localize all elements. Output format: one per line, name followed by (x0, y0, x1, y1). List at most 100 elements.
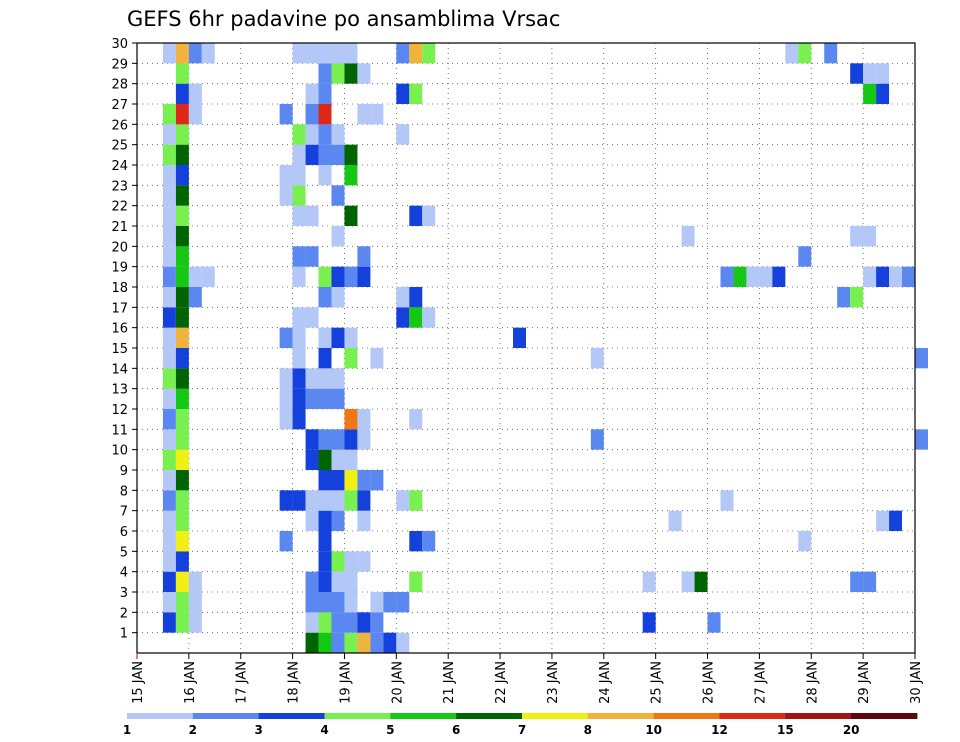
heatmap-cell (162, 470, 176, 491)
heatmap-cell (344, 205, 358, 226)
heatmap-cell (642, 571, 656, 592)
heatmap-cell (188, 266, 202, 287)
heatmap-cell (279, 104, 293, 125)
heatmap-cell (162, 185, 176, 206)
heatmap-cell (292, 185, 306, 206)
heatmap-cell (409, 205, 423, 226)
heatmap-cell (383, 632, 397, 653)
heatmap-cell (344, 632, 358, 653)
heatmap-cell (720, 266, 734, 287)
heatmap-cell (318, 327, 332, 348)
heatmap-cell (331, 632, 345, 653)
heatmap-cell (331, 470, 345, 491)
heatmap-cell (590, 429, 604, 450)
y-tick-label: 23 (111, 179, 128, 194)
legend-color-swatch (522, 713, 589, 719)
legend-color-swatch (851, 713, 918, 719)
legend-color-swatch (192, 713, 260, 719)
heatmap-cell (344, 348, 358, 369)
legend-label: 8 (584, 723, 592, 737)
legend-color-swatch (587, 713, 655, 719)
heatmap-cell (409, 531, 423, 552)
heatmap-cell (175, 226, 189, 247)
legend-color-swatch (324, 713, 391, 719)
legend-label: 6 (452, 723, 460, 737)
heatmap-cell (318, 165, 332, 186)
heatmap-cell (409, 287, 423, 308)
x-axis-ticks: 15 JAN 16 JAN 17 JAN 18 JAN 19 JAN 20 JAN 21 J… (131, 653, 924, 704)
heatmap-cell (370, 104, 384, 125)
legend-color-swatch (653, 713, 720, 719)
heatmap-cell (175, 592, 189, 613)
heatmap-cell (902, 266, 915, 287)
heatmap-cell (305, 205, 319, 226)
heatmap-cell (305, 104, 319, 125)
heatmap-cell (746, 266, 760, 287)
y-tick-label: 2 (120, 606, 128, 621)
y-tick-label: 5 (120, 545, 128, 560)
legend-color-swatch (785, 713, 852, 719)
y-tick-label: 22 (111, 200, 128, 215)
legend-label: 4 (320, 723, 328, 737)
heatmap-cell (889, 266, 903, 287)
legend-label: 1 (123, 723, 131, 737)
heatmap-cell (863, 83, 877, 104)
heatmap-cell (162, 43, 176, 64)
heatmap-cell (279, 185, 293, 206)
heatmap-cell (344, 429, 358, 450)
y-tick-label: 10 (111, 444, 128, 459)
heatmap-cell (292, 266, 306, 287)
heatmap-cell (175, 348, 189, 369)
heatmap-cell (305, 124, 319, 145)
heatmap-cell (396, 43, 410, 64)
heatmap-cell (175, 551, 189, 572)
x-tick-label: 28 JAN (805, 661, 820, 704)
heatmap-cell (188, 592, 202, 613)
x-tick-label: 20 JAN (390, 661, 405, 704)
heatmap-cell (409, 571, 423, 592)
heatmap-cell (344, 144, 358, 165)
heatmap-cell (344, 571, 358, 592)
heatmap-cell (305, 144, 319, 165)
y-axis-ticks: 1234567891011121314151617181920212223242… (111, 37, 137, 642)
heatmap-cell (331, 185, 345, 206)
y-tick-label: 25 (111, 139, 128, 154)
x-tick-label: 27 JAN (753, 661, 768, 704)
heatmap-cell (188, 83, 202, 104)
heatmap-cell (863, 266, 877, 287)
heatmap-cell (331, 287, 345, 308)
heatmap-cell (331, 144, 345, 165)
heatmap-cell (915, 429, 928, 450)
heatmap-cell (694, 571, 708, 592)
heatmap-cell (357, 612, 371, 633)
heatmap-cell (175, 531, 189, 552)
heatmap-cell (292, 490, 306, 511)
heatmap-cell (318, 429, 332, 450)
legend-color-swatch (719, 713, 786, 719)
y-tick-label: 6 (120, 525, 128, 540)
legend-color-swatch (456, 713, 523, 719)
y-tick-label: 7 (120, 505, 128, 520)
heatmap-cell (162, 388, 176, 409)
heatmap-cell (175, 307, 189, 328)
heatmap-cell (188, 104, 202, 125)
heatmap-cell (305, 388, 319, 409)
heatmap-cell (279, 165, 293, 186)
heatmap-cell (162, 165, 176, 186)
legend-color-swatch (258, 713, 325, 719)
x-tick-label: 23 JAN (546, 661, 561, 704)
heatmap-cell (422, 205, 436, 226)
heatmap-cell (396, 592, 410, 613)
heatmap-cell (318, 490, 332, 511)
heatmap-cell (785, 43, 799, 64)
heatmap-cell (863, 226, 877, 247)
heatmap-cell (162, 429, 176, 450)
heatmap-cell (668, 510, 682, 531)
y-tick-label: 4 (120, 566, 128, 581)
heatmap-cell (162, 531, 176, 552)
heatmap-cell (162, 510, 176, 531)
heatmap-cell (305, 246, 319, 267)
heatmap-cell (798, 43, 812, 64)
heatmap-cell (292, 205, 306, 226)
